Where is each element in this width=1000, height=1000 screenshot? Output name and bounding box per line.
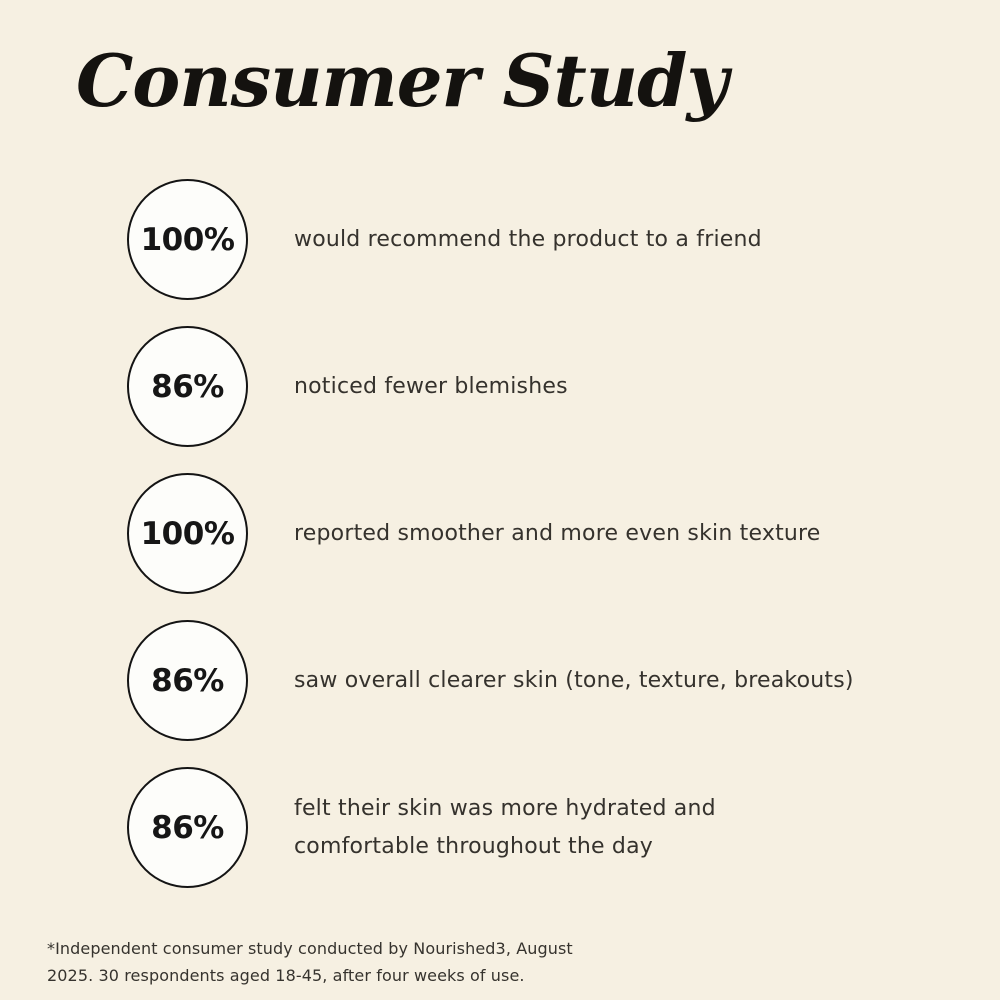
stat-circle: 100% [127, 473, 248, 594]
stat-row: 86% saw overall clearer skin (tone, text… [127, 620, 854, 741]
stat-row: 86% noticed fewer blemishes [127, 326, 854, 447]
page-title: Consumer Study [76, 38, 728, 123]
stat-value: 100% [140, 515, 235, 552]
stat-value: 86% [151, 809, 224, 846]
stat-circle: 86% [127, 326, 248, 447]
stat-circle: 86% [127, 620, 248, 741]
stat-label: noticed fewer blemishes [294, 373, 568, 399]
stat-label: saw overall clearer skin (tone, texture,… [294, 667, 854, 693]
stat-label: would recommend the product to a friend [294, 226, 762, 252]
stat-value: 86% [151, 662, 224, 699]
stat-row: 100% reported smoother and more even ski… [127, 473, 854, 594]
stat-row: 100% would recommend the product to a fr… [127, 179, 854, 300]
stat-label: felt their skin was more hydrated and co… [294, 795, 716, 859]
stat-value: 100% [140, 221, 235, 258]
stats-list: 100% would recommend the product to a fr… [127, 179, 854, 888]
stat-value: 86% [151, 368, 224, 405]
stat-row: 86% felt their skin was more hydrated an… [127, 767, 854, 888]
stat-circle: 100% [127, 179, 248, 300]
stat-circle: 86% [127, 767, 248, 888]
footnote: *Independent consumer study conducted by… [47, 939, 573, 985]
stat-label: reported smoother and more even skin tex… [294, 520, 821, 546]
